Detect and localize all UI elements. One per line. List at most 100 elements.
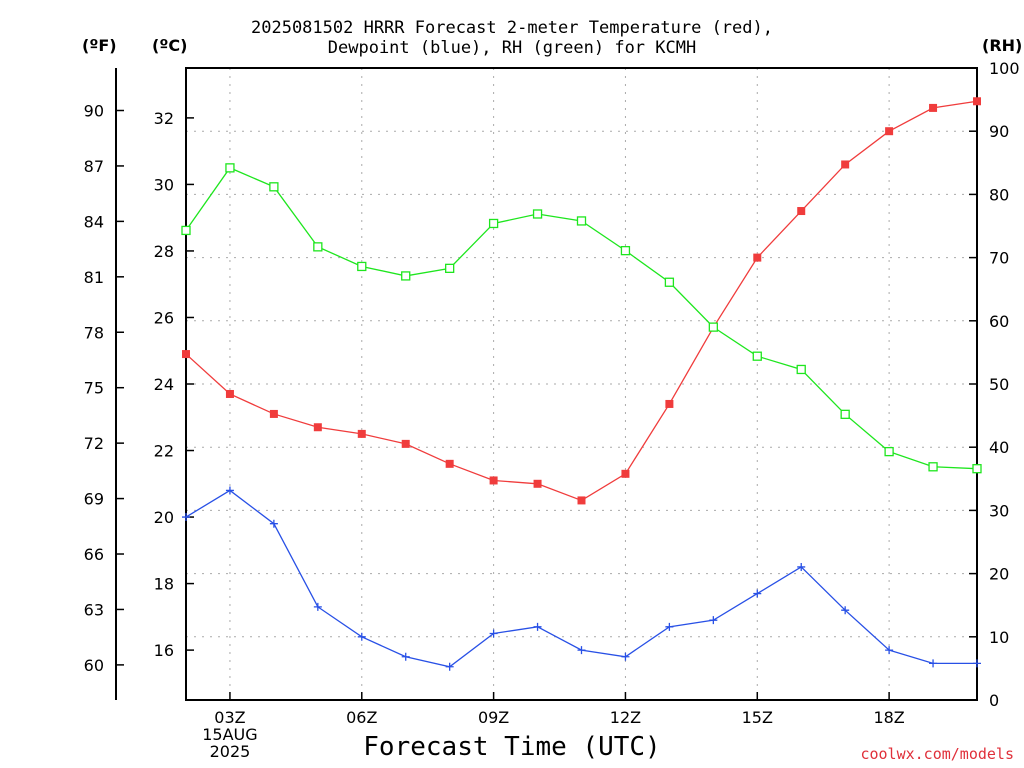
- fahrenheit-tick-label: 72: [84, 434, 104, 453]
- celsius-tick-label: 28: [154, 242, 174, 261]
- temperature-point: [797, 207, 806, 216]
- temperature-point: [577, 496, 586, 505]
- fahrenheit-tick-label: 90: [84, 102, 104, 121]
- celsius-tick-label: 18: [154, 575, 174, 594]
- rh-tick-label: 70: [989, 249, 1009, 268]
- rh-tick-label: 30: [989, 501, 1009, 520]
- temperature-point: [357, 429, 366, 438]
- fahrenheit-tick-label: 63: [84, 600, 104, 619]
- dewpoint-point: [401, 652, 410, 661]
- temperature-point: [533, 479, 542, 488]
- celsius-tick-label: 16: [154, 641, 174, 660]
- fahrenheit-tick-label: 66: [84, 545, 104, 564]
- celsius-tick-label: 20: [154, 508, 174, 527]
- dewpoint-point: [797, 562, 806, 571]
- temperature-point: [665, 399, 674, 408]
- rh-point: [752, 351, 762, 361]
- rh-point: [972, 464, 982, 474]
- temperature-point: [313, 423, 322, 432]
- dewpoint-point: [621, 652, 630, 661]
- rh-point: [840, 409, 850, 419]
- temperature-line: [185, 100, 978, 502]
- dewpoint-point: [753, 589, 762, 598]
- dewpoint-point: [885, 646, 894, 655]
- x-date-label: 15AUG: [202, 725, 257, 744]
- x-tick-label: 03Z: [214, 708, 245, 727]
- temperature-point: [225, 389, 234, 398]
- rh-unit-label: (RH): [982, 36, 1023, 55]
- temperature-point: [753, 253, 762, 262]
- temperature-point: [885, 127, 894, 136]
- celsius-tick-label: 26: [154, 308, 174, 327]
- fahrenheit-tick-label: 84: [84, 212, 104, 231]
- dewpoint-point: [929, 659, 938, 668]
- temperature-point: [269, 409, 278, 418]
- celsius-tick-label: 24: [154, 375, 174, 394]
- rh-point: [620, 245, 631, 256]
- rh-tick-label: 10: [989, 628, 1009, 647]
- temperature-point: [401, 439, 410, 448]
- rh-point: [401, 271, 411, 281]
- temperature-point: [182, 350, 190, 359]
- rh-tick-label: 60: [989, 312, 1009, 331]
- dewpoint-point: [709, 616, 718, 625]
- rh-point: [313, 242, 323, 252]
- temperature-point: [489, 476, 498, 485]
- rh-tick-label: 50: [989, 375, 1009, 394]
- x-date-label: 2025: [210, 742, 251, 761]
- x-tick-label: 06Z: [346, 708, 377, 727]
- temperature-point: [973, 97, 981, 106]
- x-tick-label: 12Z: [610, 708, 641, 727]
- fahrenheit-unit-label: (ºF): [82, 36, 117, 55]
- rh-point: [181, 225, 191, 236]
- credit-text: coolwx.com/models: [860, 745, 1014, 763]
- rh-tick-label: 90: [989, 122, 1009, 141]
- rh-point: [445, 263, 455, 273]
- dewpoint-point: [182, 513, 190, 522]
- dewpoint-line: [185, 489, 977, 668]
- chart-title-line-1: 2025081502 HRRR Forecast 2-meter Tempera…: [251, 18, 773, 38]
- rh-point: [796, 364, 806, 375]
- temperature-point: [929, 103, 938, 112]
- rh-point: [708, 322, 718, 332]
- dewpoint-point: [445, 662, 454, 671]
- rh-point: [488, 218, 499, 229]
- x-tick-label: 18Z: [873, 708, 904, 727]
- dewpoint-point: [665, 622, 674, 631]
- temperature-point: [621, 469, 630, 478]
- x-axis-label: Forecast Time (UTC): [363, 732, 661, 762]
- fahrenheit-tick-label: 69: [84, 490, 104, 509]
- rh-tick-label: 20: [989, 565, 1009, 584]
- rh-point: [357, 261, 367, 272]
- dewpoint-point: [533, 622, 542, 631]
- dewpoint-point: [269, 519, 278, 528]
- dewpoint-point: [577, 646, 586, 655]
- temperature-point: [445, 459, 454, 468]
- dewpoint-point: [357, 632, 366, 641]
- celsius-tick-label: 32: [154, 109, 174, 128]
- rh-tick-label: 100: [989, 59, 1020, 78]
- rh-point: [664, 277, 675, 287]
- dewpoint-point: [313, 602, 322, 611]
- fahrenheit-tick-label: 78: [84, 323, 104, 342]
- celsius-tick-label: 22: [154, 442, 174, 461]
- celsius-unit-label: (ºC): [152, 36, 188, 55]
- dewpoint-point: [841, 606, 850, 615]
- rh-point: [576, 216, 587, 226]
- rh-point: [532, 209, 543, 219]
- dewpoint-point: [973, 659, 981, 668]
- x-tick-label: 09Z: [478, 708, 509, 727]
- temperature-point: [841, 160, 850, 169]
- rh-point: [928, 462, 938, 472]
- x-tick-label: 15Z: [742, 708, 773, 727]
- rh-tick-label: 40: [989, 438, 1009, 457]
- dewpoint-point: [225, 486, 234, 495]
- dewpoint-point: [489, 629, 498, 638]
- rh-tick-label: 80: [989, 185, 1009, 204]
- fahrenheit-tick-label: 60: [84, 656, 104, 675]
- fahrenheit-tick-label: 87: [84, 157, 104, 176]
- rh-point: [225, 163, 235, 173]
- chart-title-line-2: Dewpoint (blue), RH (green) for KCMH: [327, 38, 697, 58]
- celsius-tick-label: 30: [154, 175, 174, 194]
